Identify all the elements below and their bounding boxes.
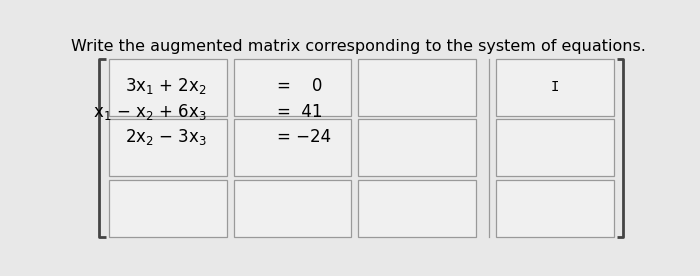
Text: x$_1$ − x$_2$ + 6x$_3$: x$_1$ − x$_2$ + 6x$_3$ [93,102,207,122]
Bar [234,59,351,116]
Bar [358,180,476,237]
Bar [358,59,476,116]
Text: 3x$_1$ + 2x$_2$: 3x$_1$ + 2x$_2$ [125,76,207,96]
Text: 2x$_2$ − 3x$_3$: 2x$_2$ − 3x$_3$ [125,127,207,147]
Text: Write the augmented matrix corresponding to the system of equations.: Write the augmented matrix corresponding… [71,39,646,54]
Bar [358,120,476,176]
Bar [234,180,351,237]
Bar [109,59,227,116]
Bar [496,120,614,176]
Bar [109,120,227,176]
Bar [109,180,227,237]
Text: =  41: = 41 [277,103,323,121]
Bar [496,59,614,116]
Text: = −24: = −24 [277,128,332,146]
Bar [496,180,614,237]
Bar [234,120,351,176]
Text: =    0: = 0 [277,77,323,95]
Text: I: I [551,80,559,94]
